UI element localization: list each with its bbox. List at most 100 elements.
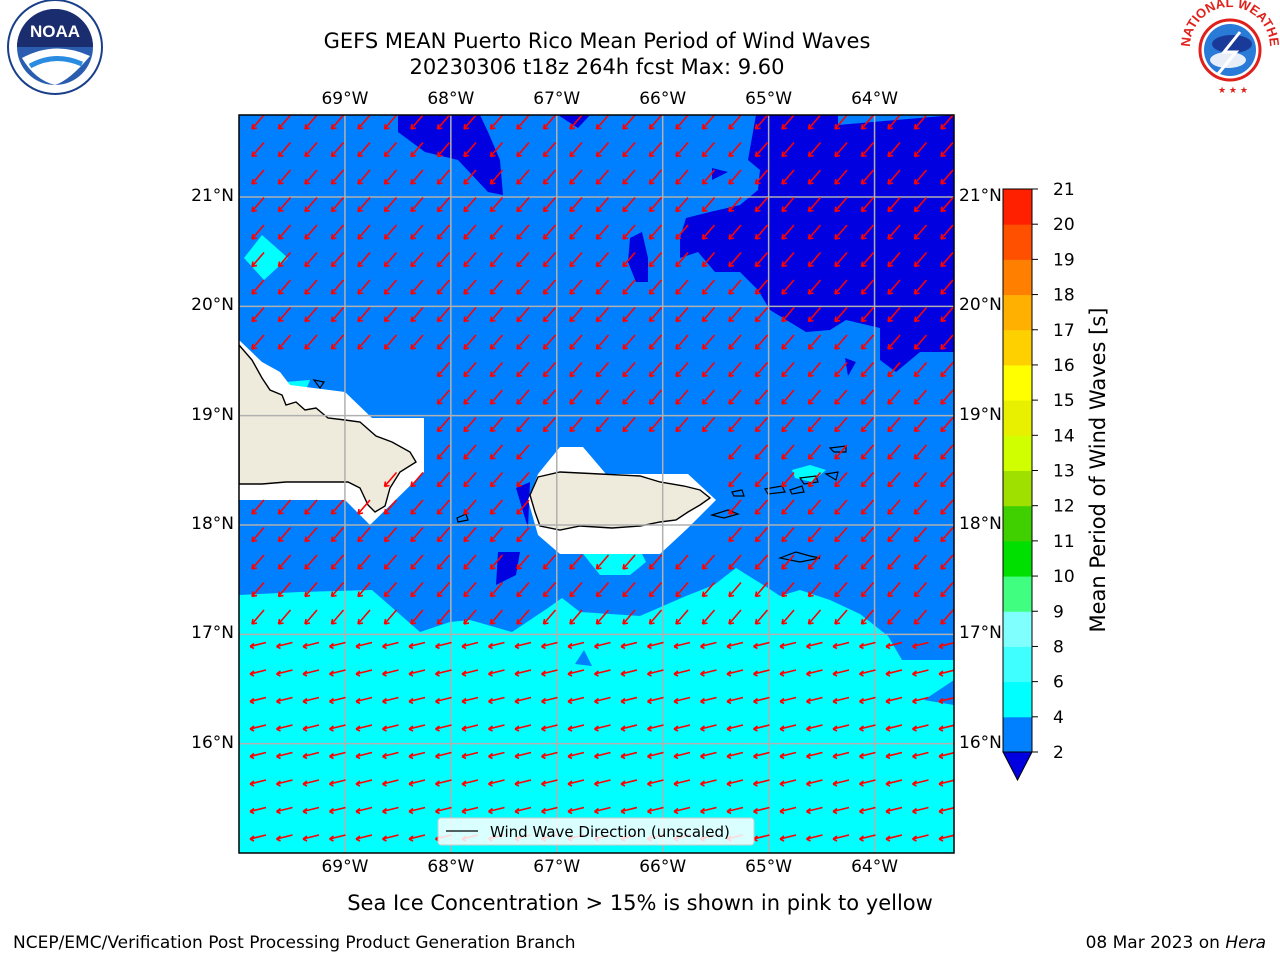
wave-direction-arrow [516, 609, 530, 625]
wave-direction-arrow [913, 361, 928, 378]
wave-direction-arrow [410, 141, 424, 158]
wave-direction-arrow [859, 806, 876, 815]
wave-direction-arrow [701, 416, 716, 433]
wave-direction-arrow [410, 196, 424, 213]
wave-direction-arrow [302, 751, 320, 760]
wave-direction-arrow [754, 416, 769, 433]
wave-direction-arrow [779, 724, 797, 732]
wave-direction-arrow [807, 581, 822, 598]
wave-direction-arrow [461, 779, 479, 787]
wave-direction-arrow [754, 609, 769, 625]
wave-direction-arrow [567, 641, 585, 650]
wave-direction-arrow [807, 471, 822, 488]
colorbar-bin [1003, 224, 1032, 260]
wave-direction-arrow [912, 834, 929, 842]
wave-direction-arrow [276, 779, 293, 787]
wave-direction-arrow [913, 526, 928, 543]
lat-tick-label-left: 17°N [191, 623, 234, 644]
wave-direction-arrow [834, 361, 848, 378]
lon-tick-label-bottom: 69°W [321, 857, 369, 877]
wave-direction-arrow [940, 279, 954, 295]
footer-host: Hera [1225, 933, 1266, 953]
wave-direction-arrow [779, 751, 797, 760]
wave-direction-arrow [489, 169, 504, 185]
colorbar-tick-label: 6 [1053, 673, 1064, 693]
wave-direction-arrow [410, 581, 424, 598]
wave-direction-arrow [887, 554, 901, 570]
wave-direction-arrow [887, 416, 901, 433]
wave-direction-arrow [700, 806, 717, 815]
wave-direction-arrow [542, 251, 557, 268]
wave-direction-arrow [620, 669, 638, 677]
wave-direction-arrow [383, 526, 398, 543]
wave-direction-arrow [913, 224, 928, 240]
wave-direction-arrow [887, 609, 901, 625]
wave-direction-arrow [488, 669, 505, 677]
wave-direction-arrow [463, 251, 477, 268]
wave-direction-arrow [885, 696, 903, 705]
wave-direction-arrow [754, 141, 769, 158]
island-outline-st-croix [777, 551, 821, 563]
wave-direction-arrow [461, 724, 479, 732]
wave-direction-arrow [382, 834, 399, 842]
wave-direction-arrow [410, 334, 424, 350]
colorbar-tick-label: 8 [1053, 637, 1064, 657]
wave-direction-arrow [832, 724, 850, 732]
wave-direction-arrow [860, 389, 875, 405]
wave-direction-arrow [728, 554, 742, 570]
wave-direction-arrow [410, 169, 424, 185]
wave-direction-arrow [781, 169, 795, 185]
wave-direction-arrow [251, 334, 265, 350]
wave-direction-arrow [489, 416, 504, 433]
lon-tick-label-bottom: 65°W [745, 857, 793, 877]
wave-direction-arrow [940, 389, 954, 405]
wave-direction-arrow [277, 141, 292, 158]
wave-direction-arrow [569, 169, 583, 185]
colorbar-tick-label: 9 [1053, 602, 1064, 622]
wave-direction-arrow [834, 169, 848, 185]
wave-direction-arrow [463, 526, 477, 543]
hispaniola-land [239, 343, 417, 513]
wave-direction-arrow [834, 554, 848, 570]
island-outline [789, 485, 805, 495]
wave-direction-arrow [410, 609, 424, 625]
wave-direction-arrow [304, 224, 318, 240]
wave-direction-arrow [488, 779, 505, 787]
wave-direction-arrow [276, 724, 293, 732]
wave-direction-arrow [542, 416, 557, 433]
lon-tick-label-top: 65°W [745, 89, 793, 109]
wave-direction-arrow [832, 806, 850, 815]
wave-direction-arrow [832, 779, 850, 787]
wave-direction-arrow [410, 526, 424, 543]
wave-direction-arrow [860, 169, 875, 185]
wave-direction-arrow [489, 361, 504, 378]
wave-direction-arrow [806, 834, 823, 842]
wave-direction-arrow [726, 806, 744, 815]
wave-direction-arrow [304, 115, 318, 130]
wave-direction-arrow [860, 361, 875, 378]
lon-tick-label-top: 67°W [533, 89, 581, 109]
wave-direction-arrow [781, 554, 795, 570]
wave-direction-arrow [753, 724, 770, 732]
wave-direction-arrow [779, 806, 797, 815]
wave-direction-arrow [383, 499, 398, 515]
wave-direction-arrow [887, 581, 901, 598]
wave-direction-arrow [675, 581, 689, 598]
wave-direction-arrow [489, 141, 504, 158]
wave-direction-arrow [276, 696, 293, 705]
wave-direction-arrow [648, 554, 663, 570]
wave-direction-arrow [648, 581, 663, 598]
wave-direction-arrow [887, 224, 901, 240]
colorbar-bin [1003, 470, 1032, 507]
wave-direction-arrow [435, 724, 452, 732]
wave-direction-arrow [542, 141, 557, 158]
wave-direction-arrow [569, 251, 583, 268]
wave-direction-arrow [887, 141, 901, 158]
wave-direction-arrow [355, 669, 373, 677]
wave-direction-arrow [781, 526, 795, 543]
wave-direction-arrow [383, 251, 398, 268]
wave-direction-arrow [357, 251, 371, 268]
nws-logo-text: NATIONAL WEATHER SERVICE [0, 0, 1280, 47]
colorbar-bin [1003, 189, 1032, 225]
wave-direction-arrow [781, 609, 795, 625]
